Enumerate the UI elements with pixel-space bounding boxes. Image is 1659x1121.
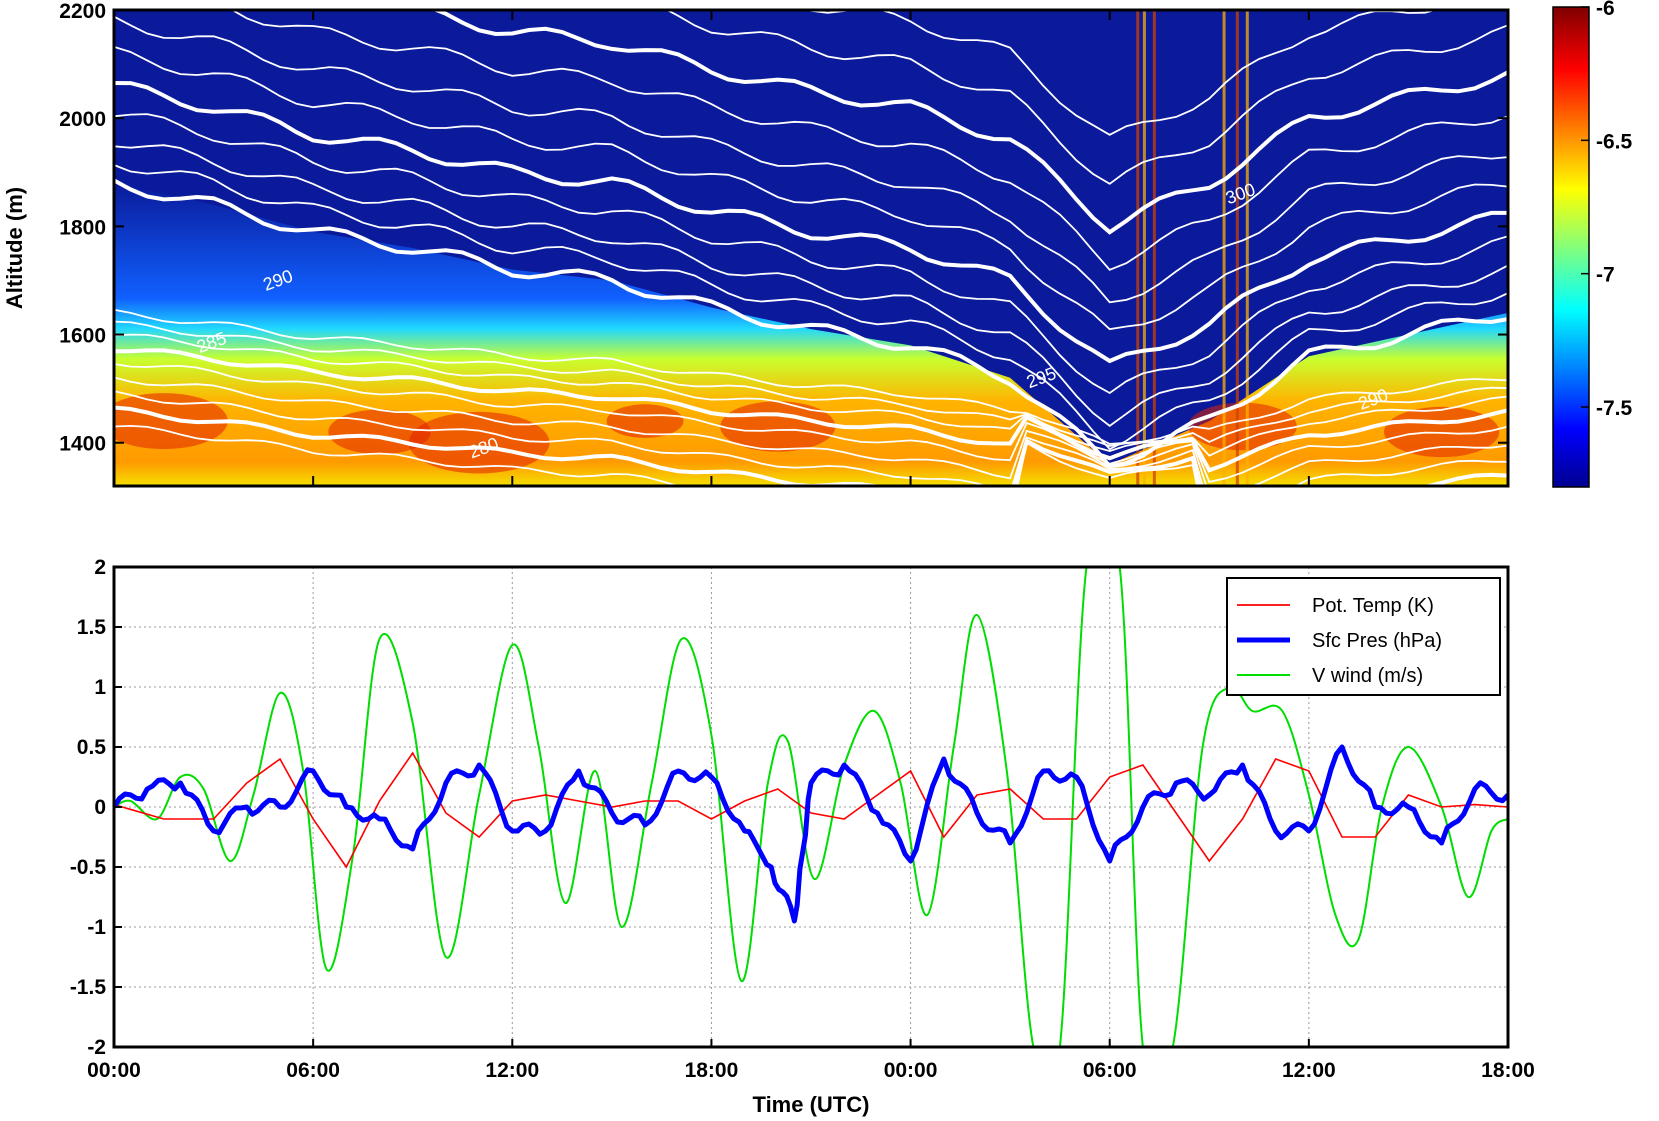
legend-label-pot-temp: Pot. Temp (K)	[1312, 595, 1434, 617]
intensity-maximum	[408, 411, 550, 474]
line-y-ticks: 2 1.5 1 0.5 0 -0.5 -1 -1.5 -2	[70, 556, 122, 1059]
colorbar-tick-label: -6.5	[1596, 130, 1633, 153]
colorbar-gradient	[1552, 6, 1590, 488]
boundary-layer-field	[114, 183, 1508, 486]
contour-line	[114, 363, 1508, 483]
contour-line	[114, 144, 1508, 428]
x-tick-label: 06:00	[1083, 1059, 1137, 1082]
contour-line	[361, 10, 1508, 235]
contour-line	[114, 308, 1508, 445]
streak	[1245, 10, 1249, 486]
contour-line	[114, 113, 1508, 395]
contour-line	[114, 178, 1508, 469]
isentrope-contours	[114, 10, 1508, 486]
contour-line	[114, 320, 1508, 447]
x-tick-label: 12:00	[1282, 1059, 1336, 1082]
x-tick-label: 00:00	[884, 1059, 938, 1082]
y-tick-label: -0.5	[70, 856, 107, 879]
legend-label-v-wind: V wind (m/s)	[1312, 665, 1423, 687]
heatmap-frame	[112, 8, 1510, 488]
heatmap-ylabel: Altitude (m)	[2, 187, 27, 309]
colorbar-tick-label: -7	[1596, 264, 1615, 287]
line-xlabel: Time (UTC)	[753, 1092, 870, 1117]
streak	[1152, 10, 1156, 486]
line-panel: 2 1.5 1 0.5 0 -0.5 -1 -1.5 -2 00:00 06:00 12:00 18:…	[70, 556, 1535, 1117]
contour-line	[114, 15, 1508, 304]
x-tick-label: 18:00	[685, 1059, 739, 1082]
y-tick-label: -1	[87, 916, 106, 939]
colorbar-tick-label: -7.5	[1596, 397, 1633, 420]
y-tick-label: 1.5	[77, 616, 107, 639]
y-tick-label: 0.5	[77, 736, 107, 759]
streak	[1142, 10, 1146, 486]
contour-line	[114, 45, 1508, 331]
contour-line	[114, 390, 1508, 486]
x-tick-label: 06:00	[286, 1059, 340, 1082]
intensity-maximum	[114, 393, 228, 450]
y-tick-label: 2	[94, 556, 106, 579]
streak	[1235, 10, 1239, 486]
contour-line	[114, 376, 1508, 486]
contour-line	[230, 10, 1508, 271]
y-tick-label: 1400	[59, 433, 106, 456]
heatmap-x-ticks	[113, 10, 1509, 486]
contour-line	[665, 10, 1508, 185]
colorbar: -6 -6.5 -7 -7.5	[1552, 0, 1633, 488]
series-pot-temp	[114, 751, 1508, 869]
series-sfc-pres	[114, 744, 1508, 924]
x-tick-label: 00:00	[87, 1059, 141, 1082]
colorbar-tick-label: -6	[1596, 0, 1615, 20]
y-tick-label: -2	[87, 1036, 106, 1059]
contour-line	[114, 81, 1508, 364]
y-tick-label: 2200	[59, 0, 106, 23]
contour-line	[114, 348, 1508, 473]
intensity-maximum	[606, 404, 684, 438]
y-tick-label: 1800	[59, 216, 106, 239]
y-tick-label: 0	[94, 796, 106, 819]
colorbar-ticks: -6 -6.5 -7 -7.5	[1581, 0, 1633, 420]
y-tick-label: 2000	[59, 108, 106, 131]
y-tick-label: 1	[94, 676, 106, 699]
y-tick-label: 1600	[59, 325, 106, 348]
line-x-ticks: 00:00 06:00 12:00 18:00 00:00 06:00 12:00 18:00	[87, 1039, 1535, 1082]
y-tick-label: -1.5	[70, 976, 107, 999]
streak	[1136, 10, 1140, 486]
vertical-streaks	[1136, 10, 1249, 486]
legend-label-sfc-pres: Sfc Pres (hPa)	[1312, 630, 1442, 652]
streak	[1222, 10, 1226, 486]
contour-line	[114, 405, 1508, 486]
heatmap-y-ticks: 1400 1600 1800 2000 2200	[59, 0, 1508, 456]
x-tick-label: 12:00	[485, 1059, 539, 1082]
contour-line	[114, 333, 1508, 457]
x-tick-label: 18:00	[1481, 1059, 1535, 1082]
legend: Pot. Temp (K) Sfc Pres (hPa) V wind (m/s…	[1226, 577, 1501, 696]
intensity-maximum	[1188, 402, 1297, 451]
contour-line	[114, 424, 1198, 486]
contour-line	[114, 164, 1508, 451]
